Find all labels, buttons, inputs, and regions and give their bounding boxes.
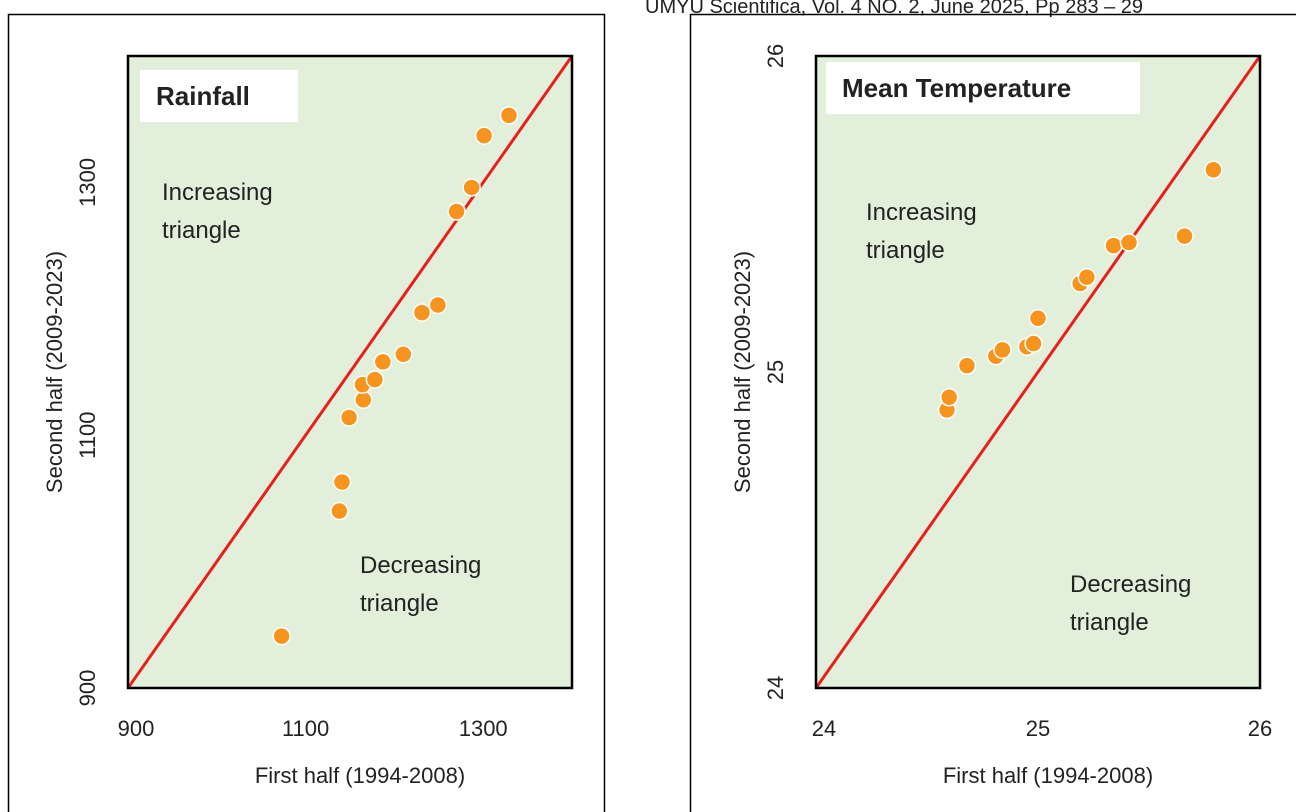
annotation: triangle	[1070, 609, 1149, 636]
point	[939, 388, 959, 407]
reference-line	[126, 55, 574, 689]
point	[339, 408, 359, 427]
point	[1028, 309, 1048, 328]
x-tick-label: 1300	[459, 716, 508, 741]
point	[1204, 160, 1223, 180]
point	[428, 295, 448, 315]
point	[272, 626, 291, 646]
point	[332, 472, 352, 492]
reference-line	[814, 55, 1262, 689]
point	[394, 345, 413, 364]
title-box	[140, 70, 298, 122]
point	[1119, 233, 1139, 252]
y-tick-label: 24	[763, 676, 788, 700]
point	[499, 106, 519, 125]
y-tick-label: 1300	[75, 158, 100, 207]
page-header: UMYU Scientifica, Vol. 4 NO. 2, June 202…	[645, 0, 1143, 18]
point	[365, 370, 385, 389]
annotation: triangle	[162, 217, 241, 244]
x-tick-label: 24	[812, 716, 836, 741]
annotation: triangle	[866, 237, 945, 264]
y-axis-title: Second half (2009-2023)	[730, 251, 755, 493]
point	[1024, 334, 1043, 353]
point	[447, 202, 466, 221]
x-tick-label: 26	[1248, 716, 1272, 741]
point	[993, 340, 1012, 360]
annotation: Decreasing	[360, 552, 481, 579]
point	[373, 352, 393, 372]
point	[957, 356, 977, 375]
point	[1175, 226, 1194, 246]
x-tick-label: 25	[1026, 716, 1050, 741]
chart-title: Rainfall	[156, 81, 250, 111]
y-tick-label: 25	[763, 360, 788, 384]
annotation: Increasing	[162, 179, 273, 206]
point	[330, 501, 349, 521]
panel-frame	[7, 13, 606, 812]
point	[1104, 236, 1123, 255]
y-tick-label: 1100	[75, 412, 100, 459]
y-tick-label: 26	[763, 44, 788, 68]
x-axis-title: First half (1994-2008)	[943, 763, 1153, 788]
point	[1077, 267, 1097, 287]
point	[462, 178, 481, 197]
x-tick-label: 1100	[282, 716, 329, 741]
y-tick-label: 900	[75, 670, 100, 707]
point	[412, 303, 432, 322]
y-axis-title: Second half (2009-2023)	[42, 251, 67, 493]
plot-border	[126, 54, 574, 690]
panel-frame	[689, 13, 1296, 812]
x-tick-label: 900	[118, 716, 155, 741]
plot-border	[814, 54, 1262, 690]
title-box	[826, 62, 1140, 114]
annotation: triangle	[360, 590, 439, 617]
annotation: Decreasing	[1070, 571, 1191, 598]
annotation: Increasing	[866, 199, 977, 226]
point	[354, 390, 373, 410]
x-axis-title: First half (1994-2008)	[255, 763, 465, 788]
point	[474, 126, 494, 145]
chart-title: Mean Temperature	[842, 73, 1071, 103]
